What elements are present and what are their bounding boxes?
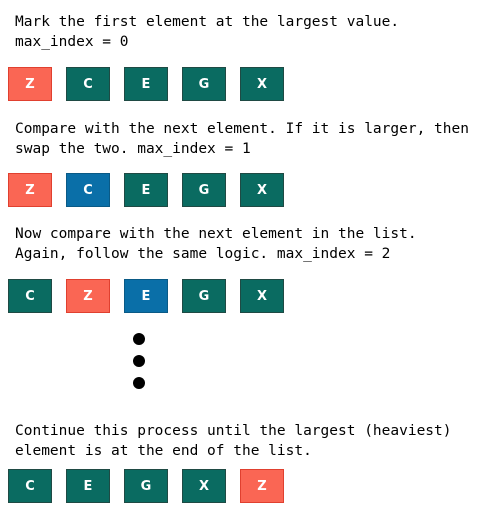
ellipsis-dot: [133, 333, 145, 345]
array-element: X: [240, 173, 284, 207]
array-element: X: [240, 279, 284, 313]
array-element: X: [240, 67, 284, 101]
ellipsis-dot: [133, 377, 145, 389]
array-element: Z: [66, 279, 110, 313]
array-element: E: [124, 67, 168, 101]
step-4-caption: Continue this process until the largest …: [15, 423, 452, 459]
array-element: G: [182, 67, 226, 101]
array-element: Z: [240, 469, 284, 503]
array-element: C: [8, 279, 52, 313]
array-element: E: [66, 469, 110, 503]
array-element: X: [182, 469, 226, 503]
array-element: C: [66, 173, 110, 207]
array-element: G: [182, 173, 226, 207]
array-element: C: [8, 469, 52, 503]
array-element: E: [124, 173, 168, 207]
array-element: Z: [8, 67, 52, 101]
step-1-caption: Mark the first element at the largest va…: [15, 14, 400, 50]
array-element: G: [124, 469, 168, 503]
array-element: Z: [8, 173, 52, 207]
array-element: C: [66, 67, 110, 101]
step-2-caption: Compare with the next element. If it is …: [15, 121, 469, 157]
array-element: G: [182, 279, 226, 313]
array-element: E: [124, 279, 168, 313]
ellipsis-dot: [133, 355, 145, 367]
step-3-caption: Now compare with the next element in the…: [15, 226, 417, 262]
